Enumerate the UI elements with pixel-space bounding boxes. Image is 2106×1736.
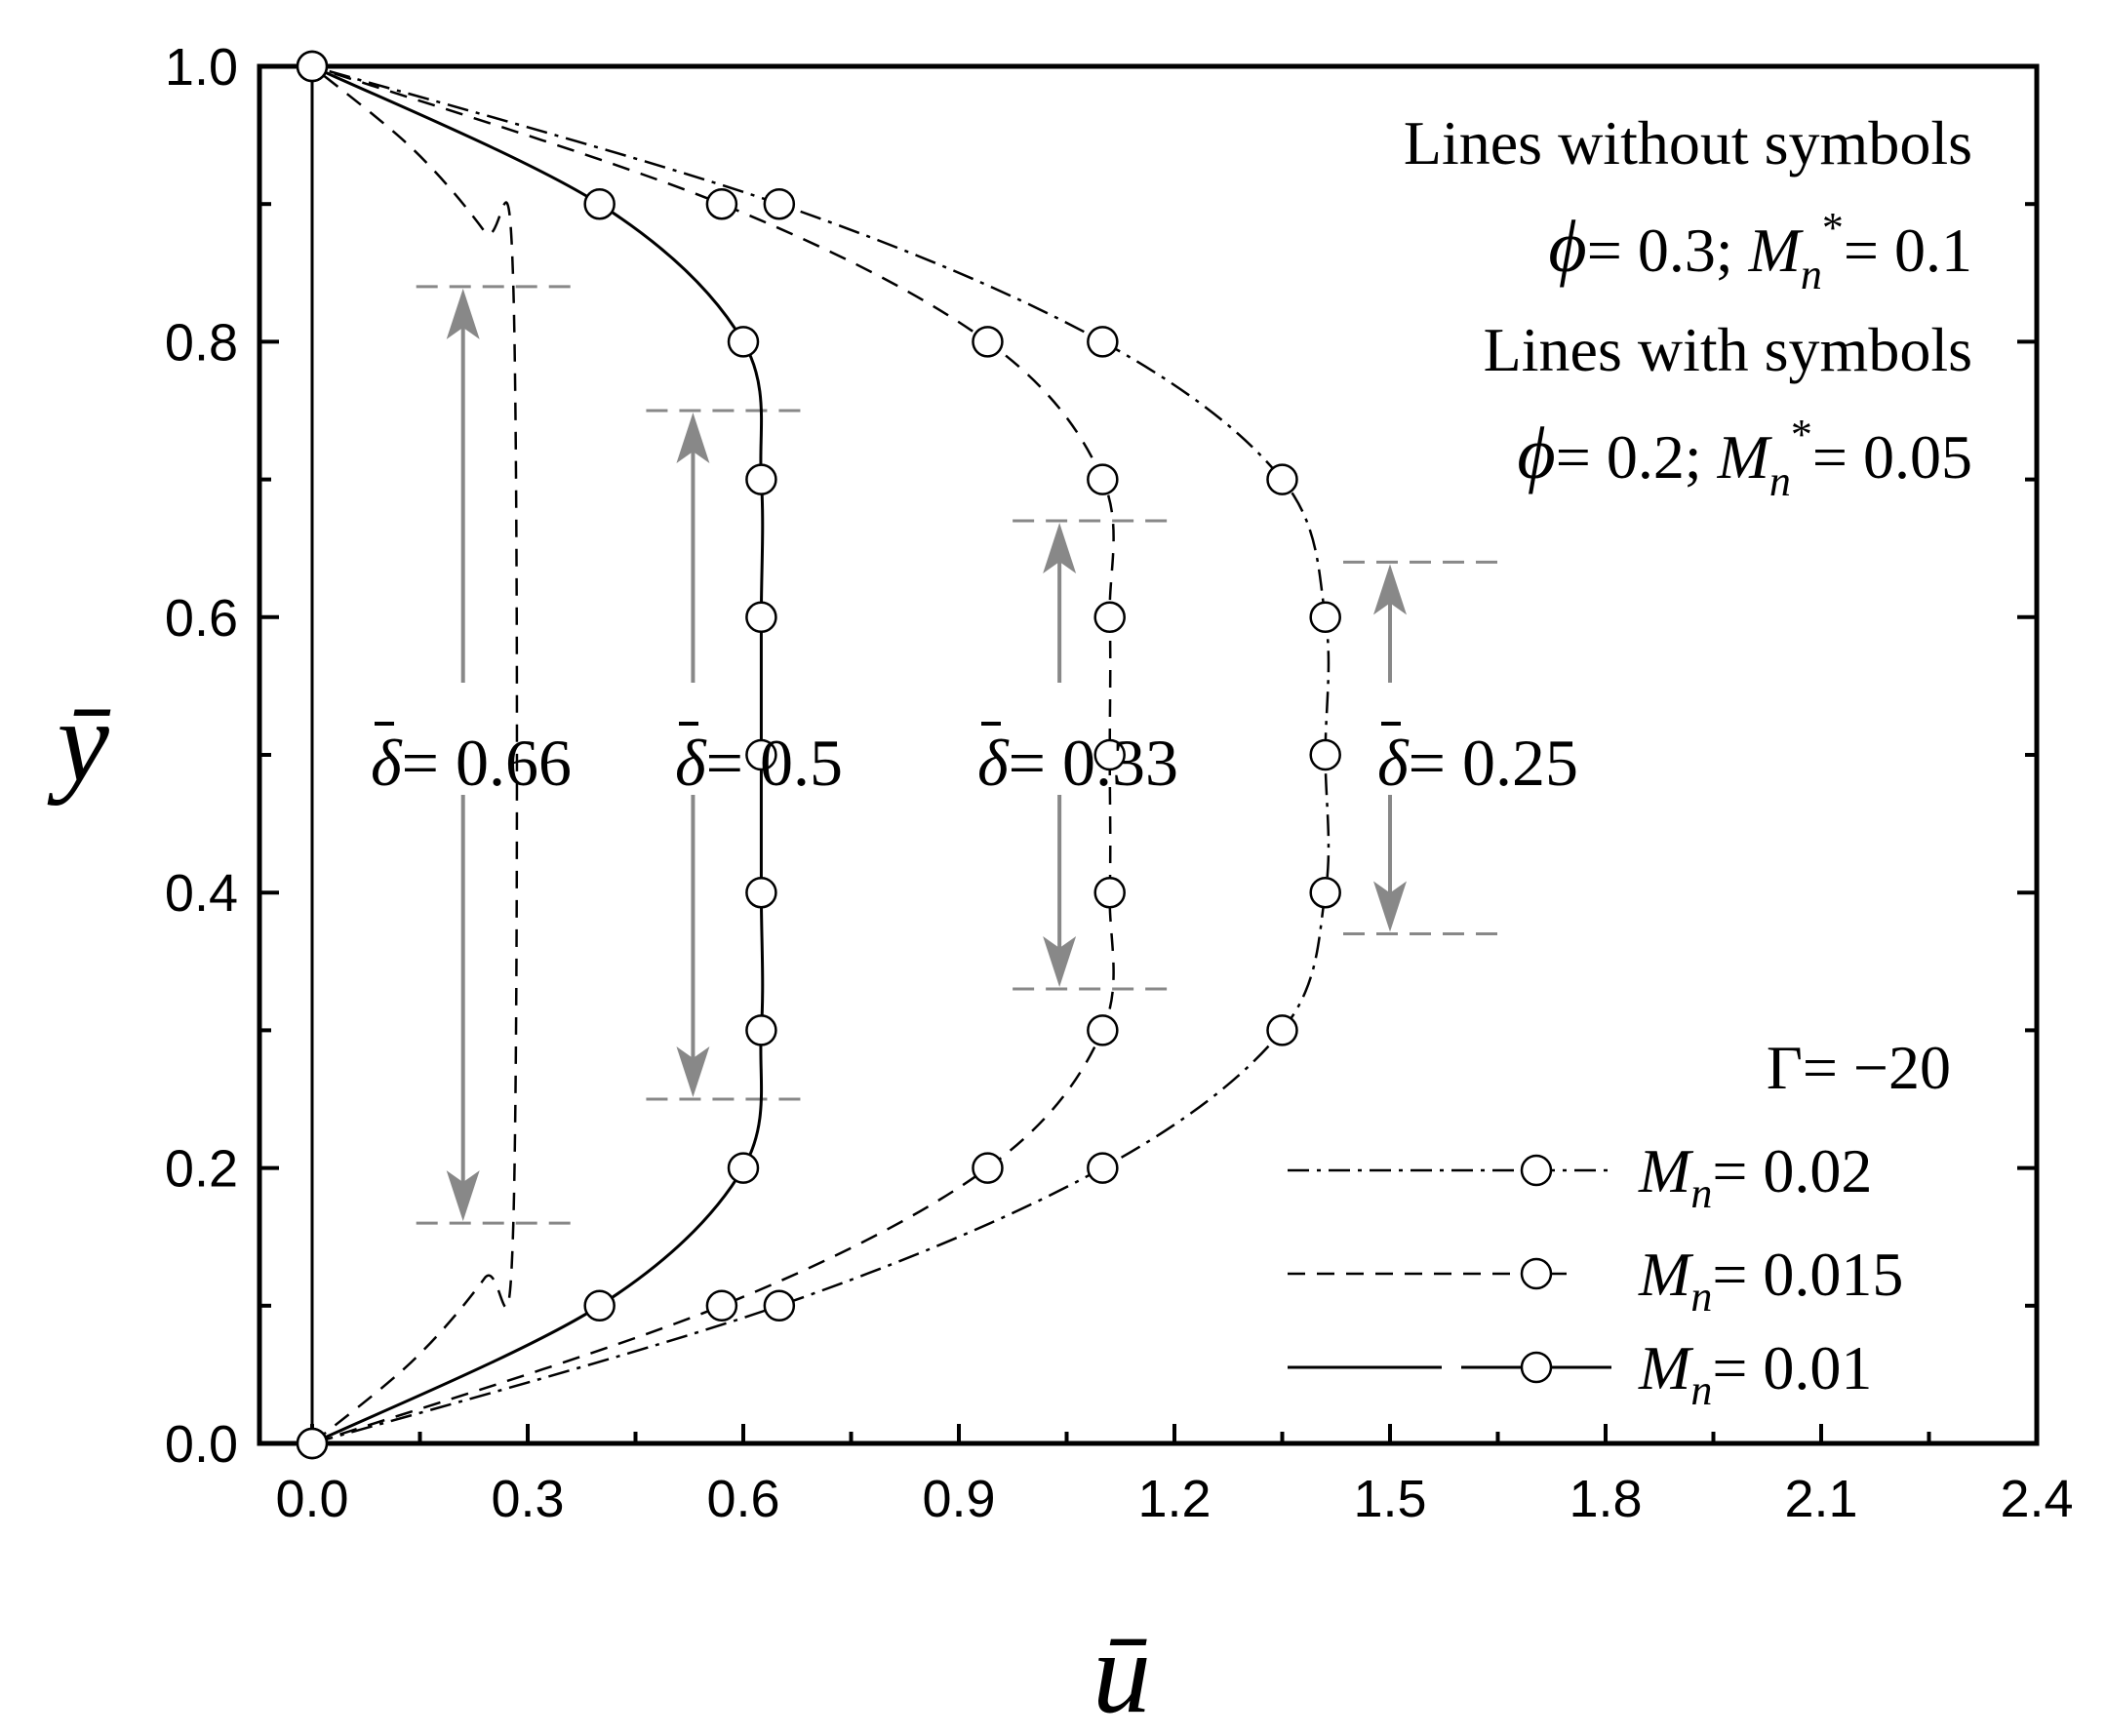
series-marker-2 (705, 1289, 738, 1322)
plug-zone-arrow-head (446, 288, 480, 339)
legend-marker-0 (1520, 1154, 1553, 1187)
y-tick-label: 0.4 (165, 864, 238, 923)
x-tick-label: 0.9 (922, 1470, 995, 1528)
series-marker-3 (1309, 738, 1341, 771)
x-tick-label: 0.0 (275, 1470, 348, 1528)
series-marker-1 (745, 1014, 777, 1046)
series-marker-2 (972, 326, 1004, 358)
plug-zone-arrow-head (1043, 522, 1077, 573)
series-marker-2 (972, 1152, 1004, 1184)
x-ticks (310, 1424, 2039, 1443)
series-marker-3 (296, 50, 329, 83)
x-tick-label: 1.8 (1569, 1470, 1642, 1528)
plug-zone-arrow-head (1043, 936, 1077, 988)
series-marker-1 (745, 463, 777, 495)
legend-label-2: Mn= 0.01 (1638, 1333, 1872, 1414)
series-marker-2 (1087, 1014, 1119, 1046)
x-tick-label: 1.5 (1353, 1470, 1426, 1528)
series-marker-2 (705, 187, 738, 220)
with-symbols-title: Lines with symbols (1484, 315, 1972, 384)
y-tick-label: 0.6 (165, 589, 238, 648)
series-marker-1 (727, 326, 760, 358)
x-tick-label: 0.6 (706, 1470, 779, 1528)
y-tick-labels: 0.0 0.2 0.4 0.6 0.8 1.0 (165, 38, 238, 1474)
series-layer (296, 50, 1341, 1460)
series-marker-2 (1093, 876, 1126, 909)
y-ticks (259, 64, 2037, 1445)
series-marker-3 (763, 187, 796, 220)
series-marker-3 (763, 1289, 796, 1322)
y-tick-label: 0.2 (165, 1140, 238, 1199)
series-marker-3 (1087, 1152, 1119, 1184)
series-line-3 (311, 64, 1331, 1445)
x-tick-label: 1.2 (1137, 1470, 1211, 1528)
series-marker-1 (583, 187, 616, 220)
series-line-2 (311, 64, 1115, 1445)
delta-label-1: δ= 0.5 (675, 726, 843, 800)
y-tick-label: 0.8 (165, 313, 238, 372)
parameter-annotations: Lines without symbols ϕ= 0.3; Mn*= 0.1 L… (1404, 108, 1972, 1102)
gamma-label: Γ= −20 (1767, 1033, 1951, 1102)
plug-zone-arrow-head (676, 413, 710, 463)
legend: Mn= 0.02 Mn= 0.015 Mn= 0.01 (1288, 1136, 1903, 1414)
delta-label-0: δ= 0.66 (371, 726, 572, 800)
series-marker-3 (1266, 1014, 1298, 1046)
delta-label-3: δ= 0.25 (1377, 726, 1578, 800)
y-tick-label: 0.0 (165, 1415, 238, 1474)
series-marker-3 (1087, 326, 1119, 358)
x-tick-labels: 0.0 0.3 0.6 0.9 1.2 1.5 1.8 2.1 2.4 (275, 1470, 2073, 1528)
series-marker-1 (727, 1152, 760, 1184)
series-marker-2 (1093, 738, 1126, 771)
series-marker-2 (1087, 463, 1119, 495)
series-marker-1 (745, 601, 777, 634)
delta-labels: δ= 0.66 δ= 0.5 δ= 0.33 δ= 0.25 (371, 722, 1578, 800)
plug-zone-arrow-head (676, 1046, 710, 1097)
without-symbols-params: ϕ= 0.3; Mn*= 0.1 (1548, 204, 1972, 298)
legend-label-1: Mn= 0.015 (1638, 1240, 1903, 1321)
without-symbols-title: Lines without symbols (1404, 108, 1972, 178)
plug-zone-arrow-head (1373, 564, 1407, 615)
plug-zone-arrow-head (1373, 881, 1407, 932)
x-axis-title: ū (1093, 1607, 1151, 1736)
series-line-0 (311, 65, 519, 1444)
x-tick-label: 2.4 (2000, 1470, 2073, 1528)
series-marker-2 (1093, 601, 1126, 634)
series-marker-3 (1309, 601, 1341, 634)
legend-marker-2 (1520, 1351, 1553, 1384)
series-marker-1 (745, 738, 777, 771)
y-axis-title: ȳ (47, 676, 111, 806)
legend-label-0: Mn= 0.02 (1638, 1136, 1872, 1217)
plug-zone-markers (416, 285, 1507, 1225)
series-marker-3 (296, 1427, 329, 1460)
series-marker-3 (1309, 876, 1341, 909)
y-tick-label: 1.0 (165, 38, 238, 97)
series-marker-3 (1266, 463, 1298, 495)
delta-label-2: δ= 0.33 (977, 726, 1178, 800)
legend-marker-1 (1520, 1257, 1553, 1290)
series-marker-1 (745, 876, 777, 909)
with-symbols-params: ϕ= 0.2; Mn*= 0.05 (1517, 411, 1972, 505)
x-tick-label: 2.1 (1784, 1470, 1857, 1528)
series-marker-1 (583, 1289, 616, 1322)
plug-zone-arrow-head (446, 1170, 480, 1222)
x-tick-label: 0.3 (491, 1470, 564, 1528)
